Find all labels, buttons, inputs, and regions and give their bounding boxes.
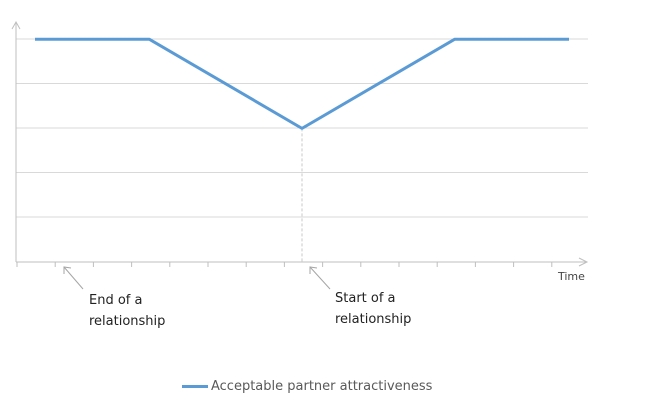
annotation-start-of-relationship: Start of a relationship — [335, 291, 412, 327]
x-axis-ticks — [16, 262, 553, 267]
annotation-arrow-1 — [309, 266, 331, 290]
legend-swatch — [182, 385, 208, 388]
annotation-arrowhead-1 — [309, 266, 318, 274]
legend-label: Acceptable partner attractiveness — [211, 379, 433, 394]
x-axis-arrowhead — [578, 257, 589, 267]
annotation-arrow-0 — [63, 266, 84, 290]
legend: Acceptable partner attractiveness — [182, 379, 432, 394]
annotation-end-of-relationship: End of a relationship — [89, 293, 166, 329]
annotation-arrowhead-0 — [63, 266, 72, 274]
axes — [11, 20, 589, 267]
x-axis-label: Time — [558, 270, 585, 283]
series-lines — [35, 37, 569, 130]
annotation-arrows — [63, 266, 331, 290]
y-axis-arrowhead — [11, 20, 21, 30]
series-line-0 — [35, 37, 569, 130]
